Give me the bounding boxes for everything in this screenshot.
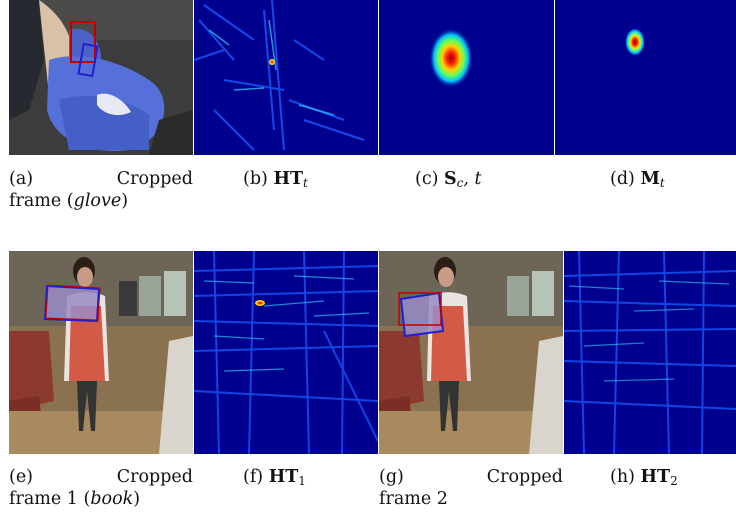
image-e-cropped-frame-1-book bbox=[9, 251, 193, 454]
caption-c-letter: (c) bbox=[415, 169, 439, 189]
caption-f-letter: (f) bbox=[243, 467, 264, 487]
caption-d-letter: (d) bbox=[610, 169, 635, 189]
caption-d: (d) Mt bbox=[610, 168, 665, 194]
caption-g-line2: frame 2 bbox=[379, 489, 448, 509]
caption-b-letter: (b) bbox=[243, 169, 268, 189]
caption-b-sub: t bbox=[303, 176, 308, 190]
caption-a-word: Cropped bbox=[116, 169, 193, 189]
caption-d-sub: t bbox=[659, 176, 665, 190]
heatmap-f-ht-1 bbox=[194, 251, 378, 454]
heatmap-d-m-t bbox=[555, 0, 736, 155]
caption-c-rest: , t bbox=[463, 169, 482, 189]
caption-a-line2-italic: glove bbox=[73, 191, 122, 211]
caption-h-sub: 2 bbox=[670, 474, 678, 488]
caption-e-line2-prefix: frame 1 ( bbox=[9, 489, 91, 509]
image-g-cropped-frame-2 bbox=[379, 251, 563, 454]
caption-d-symbol: M bbox=[640, 169, 660, 189]
heatmap-h-ht-2 bbox=[564, 251, 736, 454]
caption-c-symbol: S bbox=[444, 169, 457, 189]
caption-g: (g) Cropped frame 2 bbox=[379, 466, 563, 510]
heatmap-b-ht-t bbox=[194, 0, 378, 155]
caption-g-letter: (g) bbox=[379, 467, 404, 487]
caption-b: (b) HTt bbox=[243, 168, 308, 194]
image-a-cropped-frame-glove bbox=[9, 0, 193, 155]
caption-e-line2-suffix: ) bbox=[133, 489, 141, 509]
caption-f-sub: 1 bbox=[298, 474, 306, 488]
caption-a-line2-prefix: frame ( bbox=[9, 191, 74, 211]
caption-e-word: Cropped bbox=[116, 467, 193, 487]
caption-a: (a) Cropped frame (glove) bbox=[9, 168, 193, 212]
caption-e: (e) Cropped frame 1 (book) bbox=[9, 466, 193, 510]
caption-c-sub: c bbox=[456, 176, 464, 190]
caption-a-line2-suffix: ) bbox=[121, 191, 129, 211]
caption-b-symbol: HT bbox=[273, 169, 303, 189]
caption-f: (f) HT1 bbox=[243, 466, 306, 492]
caption-f-symbol: HT bbox=[268, 467, 299, 487]
caption-g-word: Cropped bbox=[486, 467, 563, 487]
caption-e-line2-italic: book bbox=[90, 489, 134, 509]
caption-c: (c) Sc, t bbox=[415, 168, 482, 194]
caption-h-symbol: HT bbox=[640, 467, 671, 487]
heatmap-c-s-ct bbox=[379, 0, 554, 155]
caption-a-letter: (a) bbox=[9, 169, 34, 189]
caption-e-letter: (e) bbox=[9, 467, 34, 487]
caption-h: (h) HT2 bbox=[610, 466, 678, 492]
caption-h-letter: (h) bbox=[610, 467, 635, 487]
